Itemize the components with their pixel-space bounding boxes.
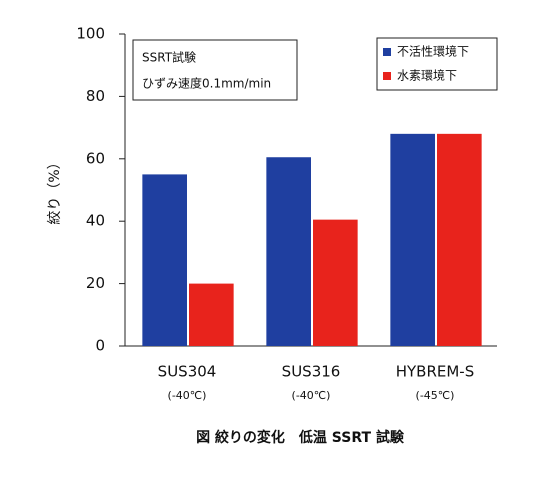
bar [189,283,234,346]
bar [142,174,187,346]
annotation: ひずみ速度0.1mm/min [142,76,271,91]
y-tick-label: 60 [86,149,105,167]
legend-swatch [383,72,391,80]
x-tick-label: HYBREM-S [396,363,475,381]
bar [437,133,482,346]
caption: 図 絞りの変化 低温 SSRT 試験 [196,429,405,446]
bar [313,219,358,346]
x-tick-label: SUS316 [282,363,341,381]
x-tick-label: SUS304 [158,363,217,381]
x-tick-sublabel: (-40℃) [168,389,207,402]
y-axis-label: 絞り（%） [47,155,63,224]
y-tick-label: 100 [76,25,105,43]
x-tick-sublabel: (-45℃) [416,389,455,402]
legend-box [376,37,498,91]
bar [390,133,435,346]
annotation-box [132,39,298,101]
x-tick-sublabel: (-40℃) [292,389,331,402]
y-tick-label: 40 [86,212,105,230]
y-tick-label: 20 [86,274,105,292]
legend-label: 水素環境下 [397,68,457,83]
bar [266,157,311,346]
y-tick-label: 0 [95,337,105,355]
y-tick-label: 80 [86,87,105,105]
legend-label: 不活性環境下 [397,44,469,59]
legend-swatch [383,48,391,56]
annotation: SSRT試験 [142,50,196,65]
